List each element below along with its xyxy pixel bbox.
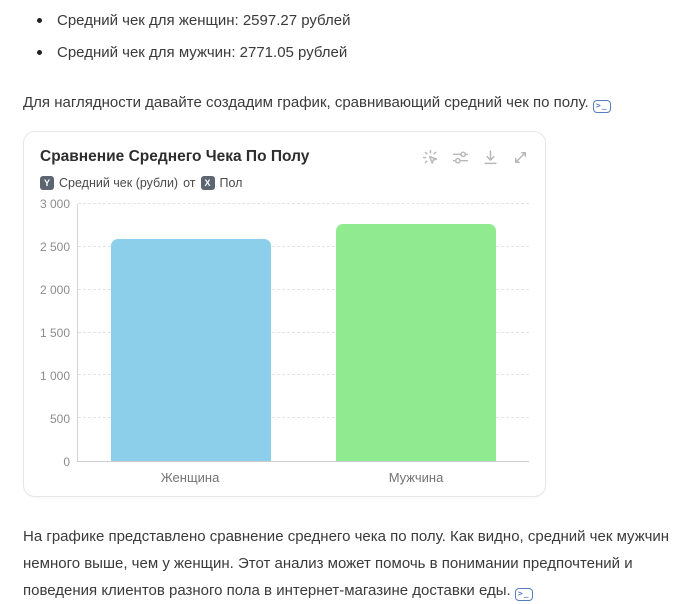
gridline bbox=[78, 245, 529, 247]
terminal-icon: >_ bbox=[595, 101, 608, 110]
summary-list: Средний чек для женщин: 2597.27 рублей С… bbox=[23, 10, 678, 63]
bullet-text: Средний чек для мужчин: 2771.05 рублей bbox=[57, 44, 348, 61]
legend-y-label: Средний чек (рубли) bbox=[59, 176, 179, 190]
plot-area bbox=[77, 203, 529, 462]
chart-settings-button[interactable] bbox=[452, 149, 469, 166]
chart-card-header: Сравнение Среднего Чека По Полу bbox=[40, 147, 529, 167]
outro-text: На графике представлено сравнение средне… bbox=[23, 528, 670, 599]
intro-paragraph: Для наглядности давайте создадим график,… bbox=[23, 89, 678, 116]
terminal-icon: >_ bbox=[517, 589, 530, 598]
list-item: Средний чек для мужчин: 2771.05 рублей bbox=[37, 42, 678, 63]
list-item: Средний чек для женщин: 2597.27 рублей bbox=[37, 10, 678, 31]
bars-container bbox=[78, 204, 529, 461]
interactive-pointer-icon bbox=[422, 149, 438, 164]
bullet-dot bbox=[37, 50, 42, 55]
y-tick-label: 2 500 bbox=[39, 240, 70, 254]
intro-text: Для наглядности давайте создадим график,… bbox=[23, 94, 589, 111]
download-chart-button[interactable] bbox=[482, 149, 499, 166]
legend-connector: от bbox=[183, 176, 196, 190]
gridline bbox=[78, 374, 529, 376]
bullet-dot bbox=[37, 18, 42, 23]
expand-icon bbox=[514, 151, 527, 164]
x-category-label: Женщина bbox=[160, 470, 220, 485]
chart-title: Сравнение Среднего Чека По Полу bbox=[40, 148, 310, 165]
code-snippet-badge[interactable]: >_ bbox=[592, 99, 611, 113]
bar-Мужчина[interactable] bbox=[336, 223, 497, 461]
gridline bbox=[78, 288, 529, 290]
x-axis-badge: X bbox=[200, 176, 215, 190]
y-tick-label: 1 500 bbox=[39, 326, 70, 340]
chart-legend: Y Средний чек (рубли) от X Пол bbox=[40, 176, 529, 190]
download-icon bbox=[484, 150, 497, 165]
plot-row: 0 500 1 000 1 500 2 000 2 500 3 000 bbox=[39, 198, 529, 468]
bar-slot bbox=[304, 204, 530, 461]
x-category-label: Мужчина bbox=[388, 470, 444, 485]
outro-paragraph: На графике представлено сравнение средне… bbox=[23, 523, 678, 604]
y-axis-labels: 0 500 1 000 1 500 2 000 2 500 3 000 bbox=[39, 198, 77, 468]
y-tick-label: 3 000 bbox=[39, 197, 70, 211]
bar-Женщина[interactable] bbox=[110, 238, 271, 461]
y-axis-badge: Y bbox=[40, 176, 54, 190]
legend-x-label: Пол bbox=[219, 176, 243, 190]
y-tick-label: 0 bbox=[63, 455, 70, 469]
x-axis-labels: Женщина Мужчина bbox=[77, 468, 529, 488]
expand-chart-button[interactable] bbox=[512, 149, 529, 166]
code-snippet-badge[interactable]: >_ bbox=[514, 587, 533, 601]
bar-chart: 0 500 1 000 1 500 2 000 2 500 3 000 Женщина Муж… bbox=[39, 198, 529, 488]
sliders-icon bbox=[452, 151, 469, 164]
y-tick-label: 2 000 bbox=[39, 283, 70, 297]
bar-slot bbox=[78, 204, 304, 461]
y-tick-label: 500 bbox=[49, 412, 70, 426]
interactive-pointer-button[interactable] bbox=[422, 149, 439, 166]
chat-message: Средний чек для женщин: 2597.27 рублей С… bbox=[23, 10, 678, 604]
chart-toolbar bbox=[422, 147, 529, 166]
chart-card: Сравнение Среднего Чека По Полу bbox=[23, 131, 546, 497]
y-tick-label: 1 000 bbox=[39, 369, 70, 383]
gridline bbox=[78, 203, 529, 204]
bullet-text: Средний чек для женщин: 2597.27 рублей bbox=[57, 12, 351, 29]
gridline bbox=[78, 331, 529, 333]
gridline bbox=[78, 417, 529, 419]
